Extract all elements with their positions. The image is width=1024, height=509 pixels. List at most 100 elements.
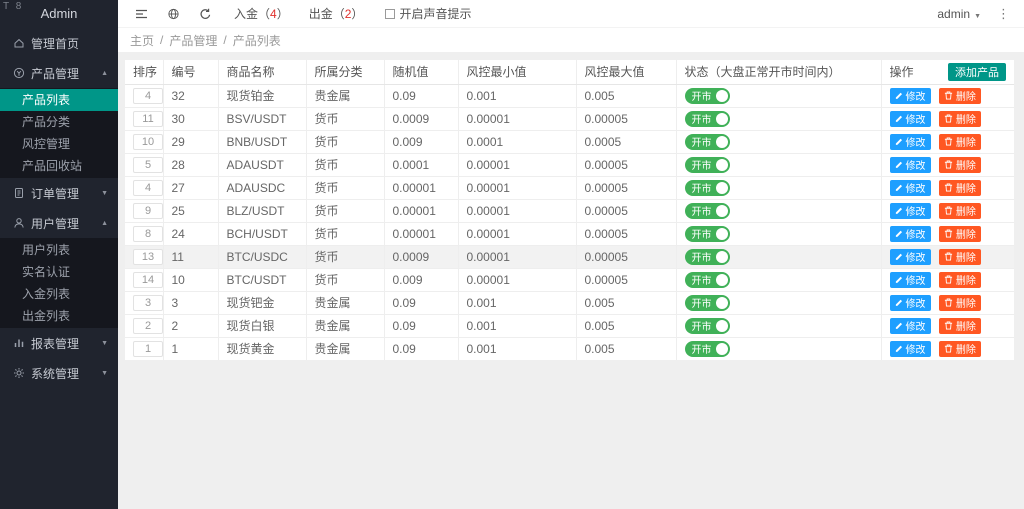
market-status-toggle[interactable]: 开市: [684, 340, 730, 357]
cell-product-name: 现货白银: [217, 314, 306, 338]
sidebar-item-users[interactable]: 用户管理 ▲: [0, 208, 118, 238]
cell-id: 28: [162, 153, 218, 177]
cell-risk-min: 0.00001: [457, 245, 576, 269]
sidebar: T 8 Admin 管理首页 产品管理 ▲ 产品列表 产品分类 风控管理 产品回…: [0, 0, 118, 509]
cell-id: 2: [162, 314, 218, 338]
pencil-icon: [895, 207, 902, 214]
market-status-toggle[interactable]: 开市: [684, 179, 730, 196]
delete-button[interactable]: 删除: [938, 156, 981, 173]
edit-button[interactable]: 修改: [889, 225, 931, 242]
sort-input[interactable]: [133, 294, 163, 311]
edit-button[interactable]: 修改: [889, 87, 931, 104]
edit-button[interactable]: 修改: [889, 248, 931, 265]
market-status-toggle[interactable]: 开市: [684, 87, 730, 104]
sidebar-item-products[interactable]: 产品管理 ▲: [0, 58, 118, 88]
sidebar-item-orders[interactable]: 订单管理 ▼: [0, 178, 118, 208]
delete-button[interactable]: 删除: [938, 294, 981, 311]
user-menu[interactable]: admin ▼: [937, 6, 981, 21]
market-status-toggle[interactable]: 开市: [684, 271, 730, 288]
delete-button[interactable]: 删除: [938, 340, 981, 357]
breadcrumb-item[interactable]: 产品管理: [169, 33, 218, 48]
more-menu-icon[interactable]: ⋮: [997, 5, 1010, 21]
trash-icon: [944, 252, 952, 261]
table-row: 27 ADAUSDC 货币 0.00001 0.00001 0.00005 开市…: [125, 176, 1014, 200]
edit-button[interactable]: 修改: [889, 202, 931, 219]
edit-button[interactable]: 修改: [889, 133, 931, 150]
sidebar-subitem[interactable]: 产品分类: [22, 115, 71, 129]
refresh-icon[interactable]: [192, 8, 218, 20]
globe-icon[interactable]: [160, 8, 186, 20]
edit-button[interactable]: 修改: [889, 110, 931, 127]
delete-button[interactable]: 删除: [938, 248, 981, 265]
sidebar-subitem[interactable]: 风控管理: [22, 137, 71, 151]
withdraw-link[interactable]: 出金（2）: [308, 7, 364, 21]
sort-input[interactable]: [133, 340, 163, 357]
edit-button[interactable]: 修改: [889, 317, 931, 334]
cell-random: 0.0009: [383, 245, 458, 269]
sort-input[interactable]: [133, 271, 163, 288]
sidebar-subitem[interactable]: 产品列表: [0, 89, 118, 111]
sort-input[interactable]: [133, 110, 163, 127]
sort-input[interactable]: [133, 156, 163, 173]
logo-text: T 8: [3, 1, 24, 12]
trash-icon: [944, 344, 952, 353]
delete-button[interactable]: 删除: [938, 87, 981, 104]
sort-input[interactable]: [133, 179, 163, 196]
chevron-down-icon: ▼: [101, 339, 108, 347]
market-status-toggle[interactable]: 开市: [684, 110, 730, 127]
sidebar-subitem[interactable]: 用户列表: [22, 243, 71, 257]
market-status-toggle[interactable]: 开市: [684, 248, 730, 265]
report-icon: [12, 337, 26, 349]
toggle-knob-icon: [715, 204, 728, 217]
sort-input[interactable]: [133, 202, 163, 219]
delete-button[interactable]: 删除: [938, 317, 981, 334]
edit-button[interactable]: 修改: [889, 294, 931, 311]
cell-category: 贵金属: [305, 337, 384, 360]
sort-input[interactable]: [133, 248, 163, 265]
product-table-card: 添加产品 排序 编号 商品名称 所属分类 随机值 风控最小值 风控最大值 状态（大盘正常开市时…: [125, 60, 1014, 360]
collapse-menu-icon[interactable]: [128, 8, 154, 20]
market-status-toggle[interactable]: 开市: [684, 317, 730, 334]
delete-button[interactable]: 删除: [938, 179, 981, 196]
sort-input[interactable]: [133, 317, 163, 334]
breadcrumb-item[interactable]: 主页: [130, 33, 155, 48]
sidebar-item-reports[interactable]: 报表管理 ▼: [0, 328, 118, 358]
cell-id: 27: [162, 176, 218, 200]
edit-button[interactable]: 修改: [889, 156, 931, 173]
cell-risk-max: 0.00005: [575, 107, 676, 131]
sort-input[interactable]: [133, 87, 163, 104]
add-product-button[interactable]: 添加产品: [948, 63, 1006, 81]
sound-alert-checkbox[interactable]: 开启声音提示: [385, 5, 471, 22]
cell-risk-min: 0.00001: [457, 176, 576, 200]
edit-button[interactable]: 修改: [889, 179, 931, 196]
sort-input[interactable]: [133, 133, 163, 150]
delete-button[interactable]: 删除: [938, 110, 981, 127]
edit-button[interactable]: 修改: [889, 271, 931, 288]
market-status-toggle[interactable]: 开市: [684, 202, 730, 219]
market-status-toggle[interactable]: 开市: [684, 294, 730, 311]
delete-button[interactable]: 删除: [938, 271, 981, 288]
sidebar-subitem[interactable]: 产品回收站: [22, 159, 83, 173]
delete-button[interactable]: 删除: [938, 225, 981, 242]
sidebar-nav: 管理首页 产品管理 ▲ 产品列表 产品分类 风控管理 产品回收站 订单管理 ▼ …: [0, 28, 118, 388]
sort-input[interactable]: [133, 225, 163, 242]
market-status-toggle[interactable]: 开市: [684, 225, 730, 242]
sidebar-subitem[interactable]: 出金列表: [22, 309, 71, 323]
deposit-link[interactable]: 入金（4）: [234, 7, 289, 21]
sidebar-subitem[interactable]: 入金列表: [22, 287, 71, 301]
sidebar-subitem[interactable]: 实名认证: [22, 265, 71, 279]
market-status-toggle[interactable]: 开市: [684, 133, 730, 150]
delete-button[interactable]: 删除: [938, 133, 981, 150]
cell-random: 0.009: [383, 268, 458, 292]
edit-button[interactable]: 修改: [889, 340, 931, 357]
sound-alert-label: 开启声音提示: [399, 7, 472, 21]
table-row: 28 ADAUSDT 货币 0.0001 0.00001 0.00005 开市 …: [125, 153, 1014, 177]
delete-button[interactable]: 删除: [938, 202, 981, 219]
sidebar-item-system[interactable]: 系统管理 ▼: [0, 358, 118, 388]
sidebar-item-home[interactable]: 管理首页: [0, 28, 118, 58]
market-status-toggle[interactable]: 开市: [684, 156, 730, 173]
cell-id: 1: [162, 337, 218, 360]
content-area: 添加产品 排序 编号 商品名称 所属分类 随机值 风控最小值 风控最大值 状态（大盘正常开市时…: [118, 52, 1024, 509]
cell-id: 32: [162, 84, 218, 108]
cell-risk-min: 0.001: [457, 84, 576, 108]
